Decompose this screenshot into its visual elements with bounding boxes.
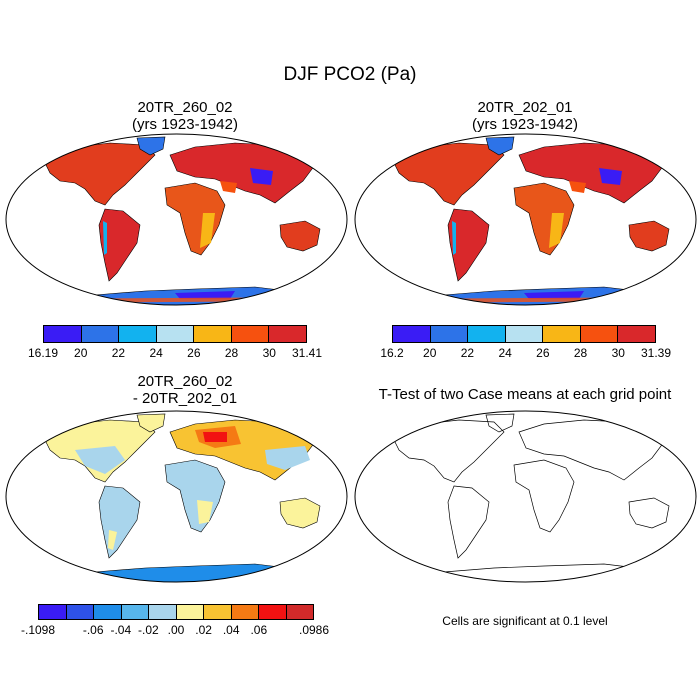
colorbar-tick-label: 28: [573, 346, 588, 360]
colorbar-tick-label: 30: [611, 346, 625, 360]
land-greenland: [485, 136, 515, 156]
colorbar-tick-label: .0986: [298, 623, 330, 637]
colorbar-tick-label: .04: [222, 623, 240, 637]
colorbar-swatch: [119, 326, 157, 342]
land-australia: [628, 220, 670, 252]
colorbar-swatch: [81, 326, 120, 342]
panel-title-case1: 20TR_260_02 (yrs 1923-1942): [20, 99, 350, 133]
land-australia: [279, 220, 321, 252]
significance-note: Cells are significant at 0.1 level: [442, 614, 608, 628]
outline-south-america: [447, 485, 490, 559]
colorbar-tick-label: 20: [423, 346, 437, 360]
panel-title-line1: 20TR_260_02: [137, 99, 233, 116]
land-antarctica: [355, 286, 696, 305]
colorbar-tick-label: -.06: [82, 623, 104, 637]
colorbar-swatch: [231, 605, 259, 619]
colorbar-tick-label: .00: [167, 623, 185, 637]
colorbar-tick-label: .06: [250, 623, 268, 637]
land-greenland: [136, 136, 166, 156]
colorbar-swatch: [66, 605, 94, 619]
colorbar-tick-label: 30: [262, 346, 276, 360]
figure-title: DJF PCO2 (Pa): [283, 64, 417, 85]
colorbar-case1: [43, 325, 307, 343]
colorbar-diff: [38, 604, 314, 620]
colorbar-swatch: [269, 326, 307, 342]
colorbar-tick-label: 26: [187, 346, 201, 360]
outline-australia: [628, 497, 670, 529]
colorbar-tick-label: 28: [224, 346, 239, 360]
land-north-america: [393, 142, 505, 206]
panel-title-line1: 20TR_202_01: [477, 99, 573, 116]
colorbar-swatch: [543, 326, 581, 342]
colorbar-swatch: [286, 605, 313, 619]
colorbar-tick-label: 31.39: [640, 346, 672, 360]
colorbar-swatch: [176, 605, 204, 619]
map-ttest: [354, 410, 697, 583]
panel-title-line2: (yrs 1923-1942): [132, 116, 238, 133]
colorbar-swatch: [39, 605, 67, 619]
colorbar-tick-label: -.1098: [20, 623, 56, 637]
colorbar-swatch: [156, 326, 195, 342]
colorbar-swatch: [430, 326, 469, 342]
colorbar-tick-label: 16.2: [380, 346, 404, 360]
panel-title-line1: T-Test of two Case means at each grid po…: [378, 386, 672, 403]
panel-title-line2: (yrs 1923-1942): [472, 116, 578, 133]
land-south-america: [98, 208, 141, 282]
colorbar-tick-label: 26: [536, 346, 550, 360]
colorbar-swatch: [204, 605, 232, 619]
colorbar-swatch: [505, 326, 544, 342]
panel-title-ttest: T-Test of two Case means at each grid po…: [350, 386, 700, 403]
colorbar-tick-label: 16.19: [27, 346, 59, 360]
colorbar-tick-label: .02: [195, 623, 212, 637]
colorbar-tick-label: -.04: [110, 623, 132, 637]
outline-africa: [513, 459, 575, 533]
colorbar-tick-label: 31.41: [291, 346, 323, 360]
map-diff: [5, 410, 348, 583]
colorbar-swatch: [259, 605, 287, 619]
colorbar-swatch: [618, 326, 656, 342]
colorbar-tick-label: 22: [460, 346, 475, 360]
colorbar-tick-label: 24: [149, 346, 163, 360]
colorbar-swatch: [121, 605, 149, 619]
land-north-america: [44, 142, 156, 206]
outline-greenland: [485, 413, 515, 433]
land-antarctica: [6, 563, 347, 582]
map-case1: [5, 133, 348, 306]
colorbar-swatch: [231, 326, 270, 342]
land-south-america: [447, 208, 490, 282]
colorbar-swatch: [44, 326, 82, 342]
outline-north-america: [393, 419, 505, 483]
land-greenland: [136, 413, 166, 433]
map-case2: [354, 133, 697, 306]
colorbar-swatch: [580, 326, 619, 342]
panel-title-line2: - 20TR_202_01: [132, 390, 238, 407]
panel-title-case2: 20TR_202_01 (yrs 1923-1942): [350, 99, 700, 133]
panel-title-diff: 20TR_260_02 - 20TR_202_01: [20, 373, 350, 407]
colorbar-swatch: [393, 326, 431, 342]
colorbar-swatch: [194, 326, 232, 342]
land-antarctica: [6, 286, 347, 305]
panel-title-line1: 20TR_260_02: [137, 373, 233, 390]
colorbar-swatch: [468, 326, 506, 342]
colorbar-tick-label: 24: [498, 346, 512, 360]
land-australia: [279, 497, 321, 529]
colorbar-case2: [392, 325, 656, 343]
colorbar-swatch: [149, 605, 177, 619]
colorbar-tick-label: 20: [74, 346, 88, 360]
colorbar-swatch: [94, 605, 122, 619]
colorbar-tick-label: -.02: [138, 623, 159, 637]
colorbar-tick-label: 22: [111, 346, 126, 360]
